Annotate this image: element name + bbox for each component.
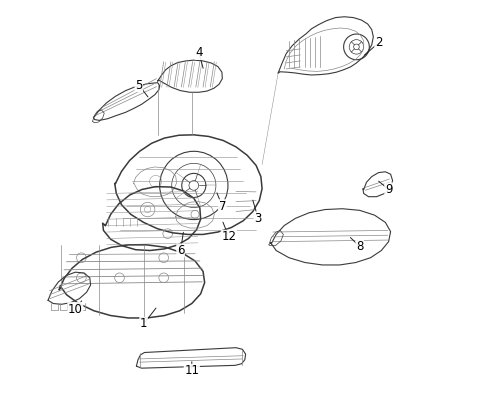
Text: 10: 10 — [68, 303, 83, 316]
Text: 4: 4 — [195, 46, 203, 59]
Text: 11: 11 — [184, 364, 199, 378]
Text: 7: 7 — [218, 200, 226, 213]
Text: 6: 6 — [177, 244, 184, 257]
Text: 2: 2 — [375, 36, 382, 49]
Text: 12: 12 — [221, 231, 236, 243]
Text: 8: 8 — [356, 240, 363, 253]
Text: 3: 3 — [254, 212, 262, 225]
Text: 9: 9 — [385, 183, 392, 196]
Text: 1: 1 — [140, 318, 147, 330]
Text: 5: 5 — [135, 79, 143, 91]
